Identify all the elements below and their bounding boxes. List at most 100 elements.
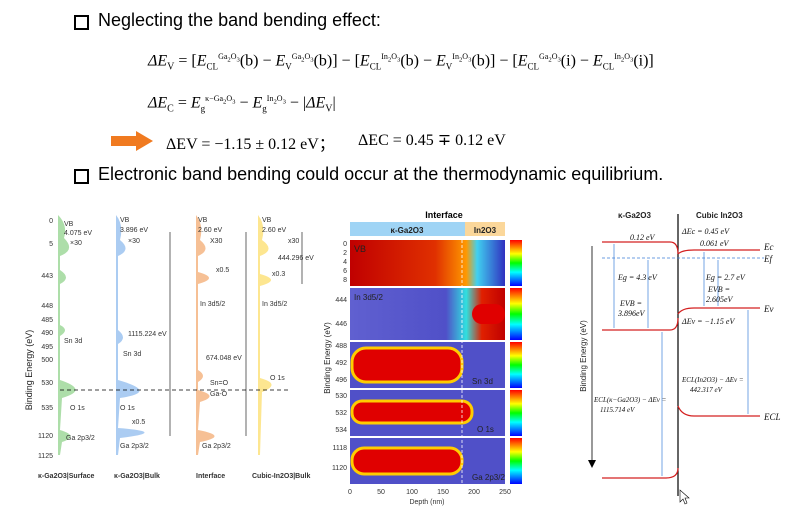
spectrum-ga2o3-surface: VB 4.075 eV ×30 Sn 3d O 1s Ga 2p3/2 [58,215,95,455]
svg-text:2.60 eV: 2.60 eV [198,227,222,234]
svg-text:x30: x30 [288,238,299,245]
svg-text:1120: 1120 [332,465,347,472]
svg-text:0: 0 [343,241,347,248]
svg-text:×30: ×30 [128,238,140,245]
svg-text:2: 2 [343,250,347,257]
bullet-marker [74,15,89,30]
mouse-cursor-icon [679,489,690,505]
diagram-left-title: κ-Ga2O3 [618,211,651,220]
svg-text:100: 100 [406,489,418,496]
svg-text:530: 530 [41,380,53,387]
svg-text:1115.224 eV: 1115.224 eV [128,331,167,338]
svg-text:490: 490 [41,330,53,337]
svg-text:4.075 eV: 4.075 eV [64,230,92,237]
heatmap-xlabel: Depth (nm) [409,499,444,506]
label-ecl-left-b: 1115.714 eV [600,406,635,414]
xps-spectra-panel: Binding Energy (eV) 0 5 443 448 485 490 … [24,215,314,480]
svg-text:443: 443 [41,273,53,280]
svg-text:VB: VB [198,217,208,224]
diagram-right-title: Cubic In2O3 [696,211,743,220]
label-012-ev: 0.12 eV [630,233,656,242]
svg-text:50: 50 [377,489,385,496]
svg-text:VB: VB [64,221,74,228]
svg-text:0: 0 [49,218,53,225]
spectrum-ga2o3-bulk: VB 3.896 eV ×30 1115.224 eV Sn 3d O 1s x… [116,215,171,455]
svg-text:VB: VB [262,217,272,224]
svg-text:Sn=O: Sn=O [210,380,229,387]
label-delta-ec: ΔEc = 0.45 eV [681,227,730,236]
svg-text:VB: VB [120,217,130,224]
panel-a-yticks: 0 5 443 448 485 490 495 500 530 535 1120… [38,218,53,460]
label-0061-ev: 0.061 eV [700,239,730,248]
label-delta-ev: ΔEv = −1.15 eV [681,317,735,326]
depth-profile-heatmap: Interface κ-Ga2O3 In2O3 Binding Energy (… [323,210,522,506]
heatmap-title: Interface [425,210,463,220]
bullet-electronic-band-bending: Electronic band bending could occur at t… [98,164,664,184]
svg-text:0: 0 [348,489,352,496]
svg-text:488: 488 [335,343,347,350]
svg-text:1125: 1125 [38,453,53,460]
svg-text:Ga 2p3/2: Ga 2p3/2 [66,435,95,442]
label-ecl-left-a: ECL(κ−Ga2O3) − ΔEv = [593,396,667,404]
svg-text:532: 532 [335,410,347,417]
svg-text:Ga-O: Ga-O [210,391,228,398]
result-delta-ec: ΔEC = 0.45 ∓ 0.12 eV [358,132,506,149]
label-eg-left: Eg = 4.3 eV [617,273,658,282]
label-ecl: ECL [763,412,781,422]
svg-text:535: 535 [41,405,53,412]
header-k-ga2o3: κ-Ga2O3 [391,226,424,235]
svg-text:500: 500 [41,357,53,364]
svg-text:Ga 2p3/2: Ga 2p3/2 [120,443,149,450]
svg-text:8: 8 [343,277,347,284]
svg-text:444: 444 [335,297,347,304]
equation-delta-ec: ΔEC = Egκ−Ga2O3 − EgIn2O3 − |ΔEV| [148,94,336,115]
svg-text:446: 446 [335,321,347,328]
svg-text:485: 485 [41,317,53,324]
svg-text:O 1s: O 1s [477,425,494,434]
orange-arrow-icon [111,131,153,151]
svg-text:Sn 3d: Sn 3d [64,338,82,345]
label-evb-right-b: 2.605eV [706,295,734,304]
svg-text:Ga 2p3/2: Ga 2p3/2 [472,473,505,482]
label-ecl-right-b: 442.317 eV [690,386,723,394]
svg-text:534: 534 [335,427,347,434]
label-ef: Ef [763,254,773,264]
svg-text:Sn 3d: Sn 3d [123,351,141,358]
svg-text:530: 530 [335,393,347,400]
label-ec: Ec [763,242,774,252]
svg-text:O 1s: O 1s [270,375,285,382]
header-in2o3: In2O3 [474,226,497,235]
label-ecl-right-a: ECL(In2O3) − ΔEv = [681,376,744,384]
spectrum-in2o3-bulk: VB 2.60 eV x30 444.296 eV x0.3 In 3d5/2 … [258,215,314,455]
svg-text:6: 6 [343,268,347,275]
svg-text:X30: X30 [210,238,223,245]
svg-text:4: 4 [343,259,347,266]
label-ga2o3-surface: κ-Ga2O3|Surface [38,473,95,480]
svg-text:VB: VB [354,244,366,254]
svg-text:492: 492 [335,360,347,367]
svg-text:5: 5 [49,241,53,248]
diagram-ylabel: Binding Energy (eV) [579,320,588,392]
svg-text:O 1s: O 1s [70,405,85,412]
svg-text:448: 448 [41,303,53,310]
equation-delta-ev: ΔEV = [ECLGa2O3(b) − EVGa2O3(b)] − [ECLI… [148,52,654,73]
svg-text:495: 495 [41,344,53,351]
svg-text:Ga 2p3/2: Ga 2p3/2 [202,443,231,450]
svg-text:1120: 1120 [38,433,53,440]
label-eg-right: Eg = 2.7 eV [705,273,746,282]
label-evb-right-a: EVB = [707,285,730,294]
svg-text:In 3d5/2: In 3d5/2 [200,301,225,308]
heatmap-colorbars [510,240,522,484]
result-delta-ev: ΔEV = −1.15 ± 0.12 eV； [166,136,335,153]
svg-text:2.60 eV: 2.60 eV [262,227,286,234]
panel-a-ylabel: Binding Energy (eV) [24,330,34,411]
svg-text:x0.5: x0.5 [132,419,145,426]
bullet-neglecting-band-bending: Neglecting the band bending effect: [98,10,381,30]
label-ev: Ev [763,304,774,314]
svg-text:x0.3: x0.3 [272,271,285,278]
svg-text:496: 496 [335,377,347,384]
svg-text:Sn 3d: Sn 3d [472,377,493,386]
label-interface: Interface [196,473,225,480]
label-evb-left-b: 3.896eV [617,309,646,318]
svg-text:In 3d5/2: In 3d5/2 [354,293,383,302]
